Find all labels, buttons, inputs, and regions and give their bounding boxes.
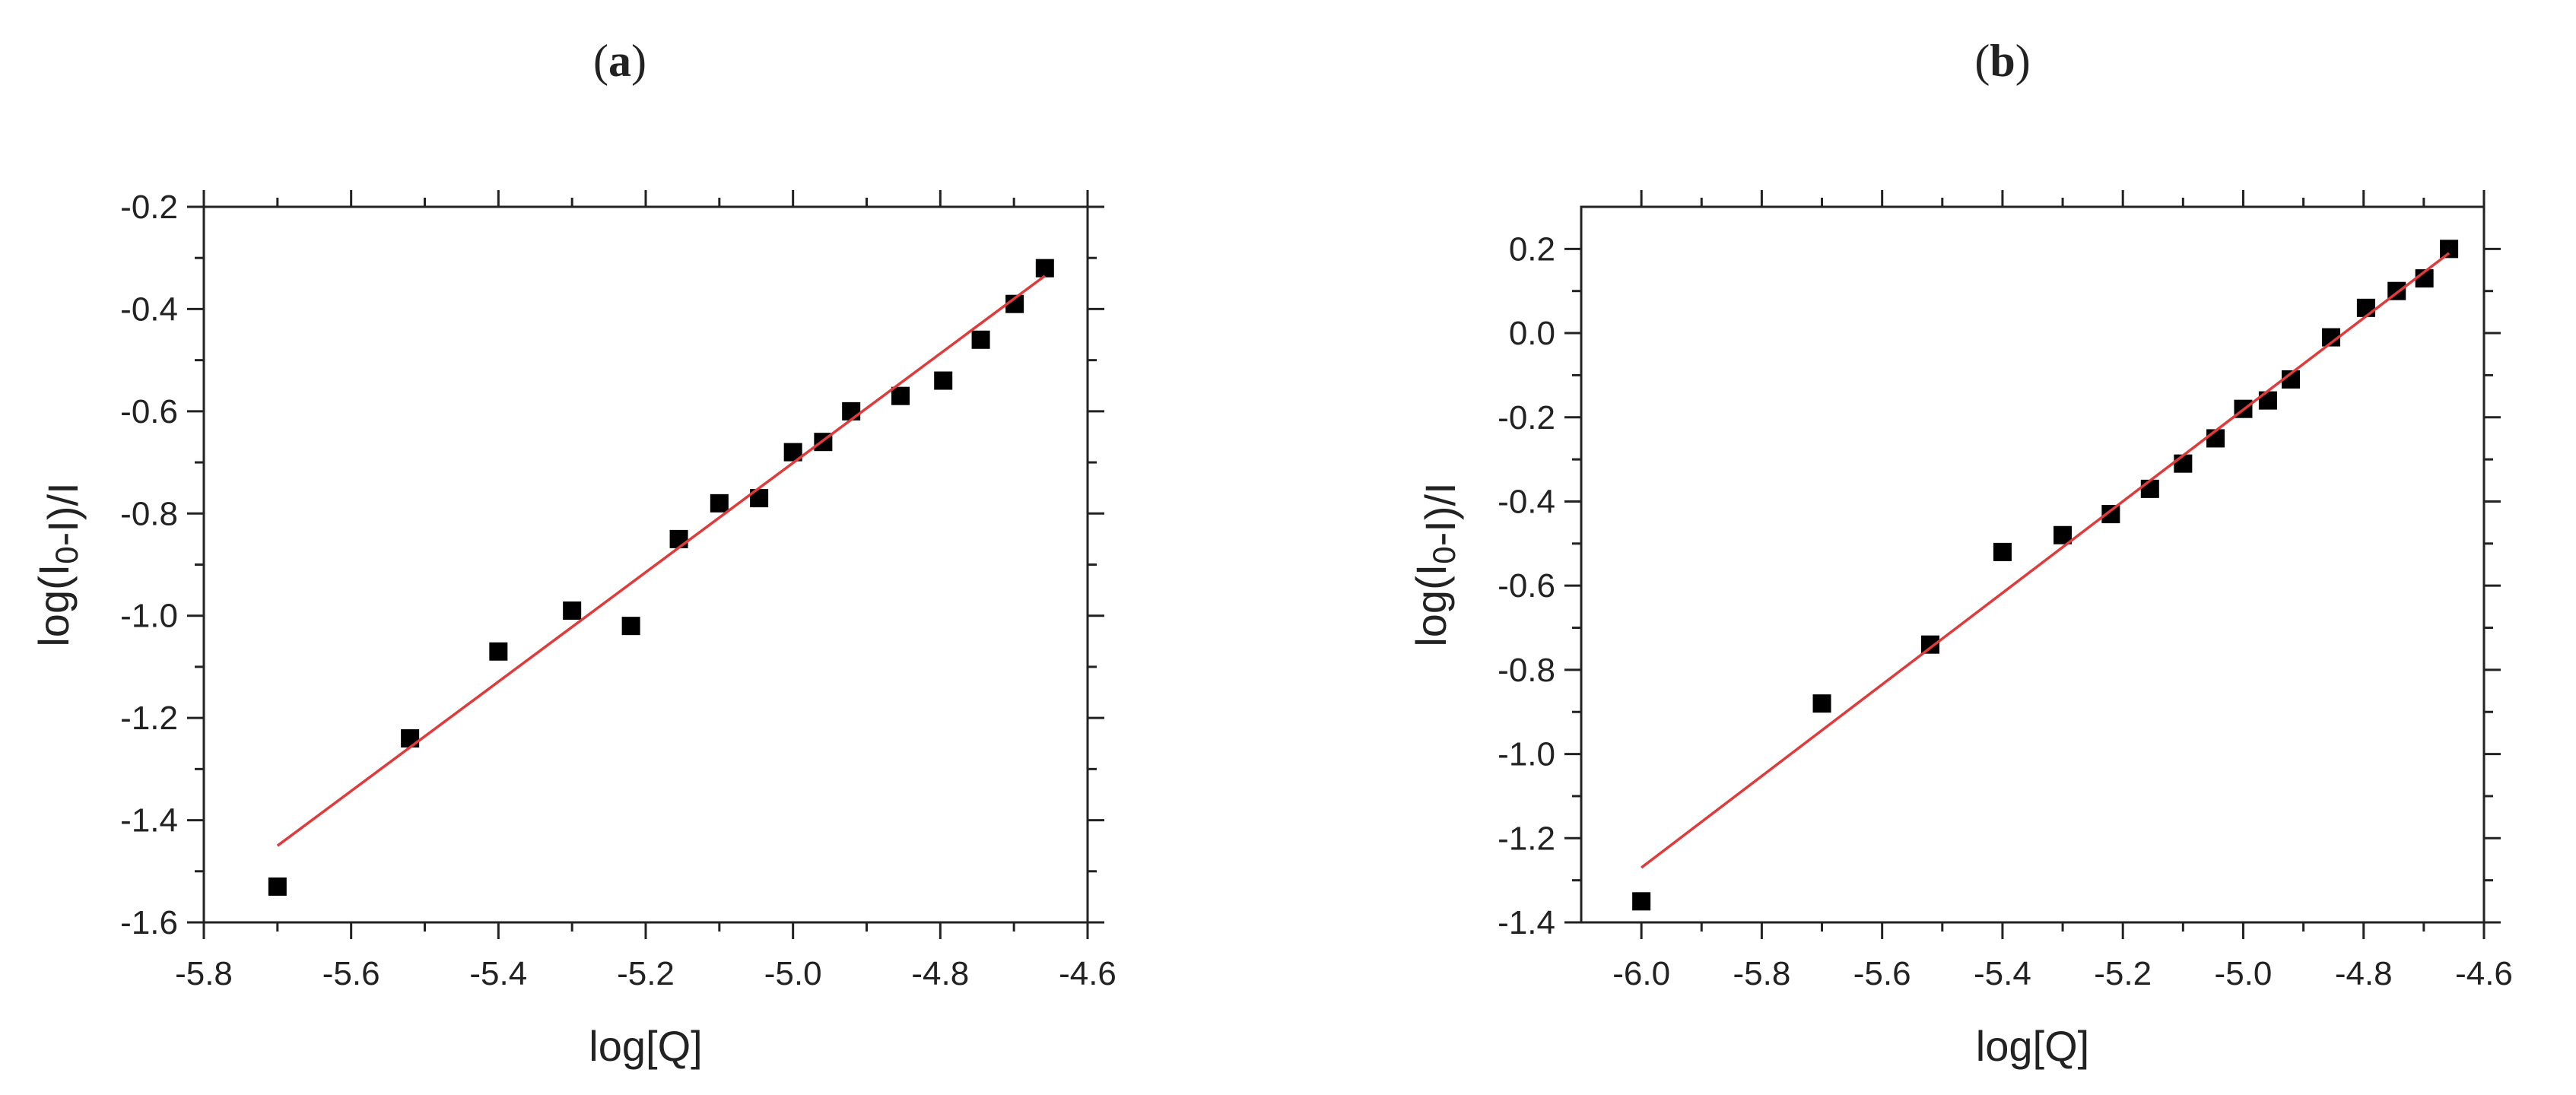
- chart-b-data-point: [1812, 694, 1831, 713]
- chart-b-y-tick-label: -0.6: [1498, 567, 1555, 605]
- chart-a-y-axis-title-part: log(: [30, 576, 78, 647]
- chart-b-data-point: [2440, 240, 2459, 259]
- chart-a: (a) -5.8 -5.6 -5.4 -5.2 -5.0 -4.8 -4.6 -1.6 -1.4 -…: [30, 36, 1116, 1070]
- chart-b-x-tick-label: -5.2: [2094, 955, 2152, 992]
- chart-a-x-tick-label: -5.2: [617, 955, 675, 992]
- chart-a-y-tick-label: -0.6: [120, 393, 178, 430]
- chart-a-panel-label-close: ): [631, 36, 646, 86]
- chart-b-y-tick-label: -0.2: [1498, 399, 1555, 436]
- chart-b-y-tick-label: -1.0: [1498, 736, 1555, 773]
- chart-a-x-tick-label: -4.6: [1059, 955, 1116, 992]
- chart-a-data-point: [268, 877, 287, 896]
- chart-a-fit-line: [276, 275, 1046, 847]
- chart-a-y-tick-label: -0.4: [120, 290, 178, 328]
- chart-a-x-tick-label: -4.8: [911, 955, 969, 992]
- chart-b-panel-label-open: (: [1974, 36, 1990, 86]
- chart-a-data-point: [669, 529, 688, 548]
- chart-b-y-axis-title-part: -I)/I: [1416, 482, 1464, 546]
- chart-a-y-tick-label: -1.6: [120, 904, 178, 941]
- chart-b-y-tick-label: 0.2: [1509, 230, 1555, 268]
- chart-a-y-tick-label: -1.0: [120, 598, 178, 635]
- chart-a-panel-label-open: (: [593, 36, 608, 86]
- chart-b-x-tick-label: -5.6: [1853, 955, 1911, 992]
- chart-a-x-tick-label: -5.4: [469, 955, 527, 992]
- chart-b-y-axis-title-part: I: [1407, 564, 1455, 576]
- chart-a-data-point: [891, 386, 910, 405]
- chart-b-x-tick-label: -5.0: [2215, 955, 2273, 992]
- chart-b-x-tick-label: -4.6: [2455, 955, 2513, 992]
- chart-a-y-axis-title-subscript: 0: [49, 546, 84, 563]
- chart-b-x-tick-label: -4.8: [2335, 955, 2393, 992]
- chart-a-panel-label: (a): [593, 36, 646, 86]
- chart-b-x-tick-label: -5.8: [1733, 955, 1790, 992]
- chart-a-y-axis-title-part: -I)/I: [39, 482, 87, 546]
- chart-b-y-axis-title-subscript: 0: [1426, 546, 1462, 563]
- chart-b-data-point: [2258, 391, 2277, 410]
- chart-b-panel-label: (b): [1974, 36, 2030, 86]
- chart-a-y-tick-label: -0.2: [120, 189, 178, 226]
- chart-a-panel-label-letter: a: [608, 36, 631, 86]
- chart-a-x-axis-title: log[Q]: [589, 1022, 702, 1070]
- chart-a-data-point: [710, 494, 729, 513]
- chart-b-panel-label-close: ): [2015, 36, 2031, 86]
- chart-b-y-tick-label: -1.4: [1498, 904, 1555, 941]
- chart-b-y-axis-title-part: log(: [1407, 576, 1455, 647]
- chart-a-data-point: [621, 617, 640, 636]
- chart-b-data-point: [2356, 298, 2375, 317]
- chart-a-data-point: [489, 642, 508, 661]
- chart-b-data-point: [2140, 479, 2159, 498]
- chart-a-data-point: [934, 371, 953, 390]
- chart-b-y-tick-label: 0.0: [1509, 315, 1555, 352]
- chart-a-y-axis-title: log(I0-I)/I: [30, 482, 87, 646]
- chart-b-y-tick-label: -0.4: [1498, 483, 1555, 520]
- chart-b-plot-frame: [1580, 205, 2485, 924]
- chart-a-data-point: [971, 330, 990, 349]
- chart-a-y-tick-label: -1.4: [120, 802, 178, 840]
- chart-a-x-tick-label: -5.8: [175, 955, 233, 992]
- chart-b-x-tick-label: -6.0: [1612, 955, 1670, 992]
- chart-b-data-point: [1632, 892, 1651, 911]
- chart-b-fit-line: [1641, 252, 2451, 869]
- chart-a-y-tick-label: -1.2: [120, 700, 178, 737]
- chart-b-data-point: [2174, 454, 2193, 473]
- chart-a-x-tick-label: -5.0: [764, 955, 822, 992]
- chart-a-plot-frame: [202, 205, 1089, 924]
- chart-b-x-axis-title: log[Q]: [1976, 1022, 2089, 1070]
- chart-b-panel-label-letter: b: [1990, 36, 2015, 86]
- chart-a-data-point: [1035, 259, 1054, 278]
- chart-b-y-tick-label: -1.2: [1498, 820, 1555, 857]
- chart-b-y-tick-label: -0.8: [1498, 652, 1555, 689]
- chart-b: (b) -6.0 -5.8 -5.6 -5.4 -5.2 -5.0 -4.8 -4.6 -1.4 -…: [1407, 36, 2513, 1070]
- chart-a-y-tick-label: -0.8: [120, 495, 178, 532]
- chart-b-x-tick-label: -5.4: [1974, 955, 2031, 992]
- chart-a-data-point: [842, 402, 861, 421]
- chart-b-y-axis-title: log(I0-I)/I: [1407, 482, 1464, 646]
- chart-a-y-axis-title-part: I: [30, 564, 78, 576]
- chart-a-data-point: [563, 601, 582, 620]
- chart-a-x-tick-label: -5.6: [322, 955, 380, 992]
- chart-b-data-point: [1993, 542, 2012, 561]
- chart-a-data-point: [401, 729, 420, 748]
